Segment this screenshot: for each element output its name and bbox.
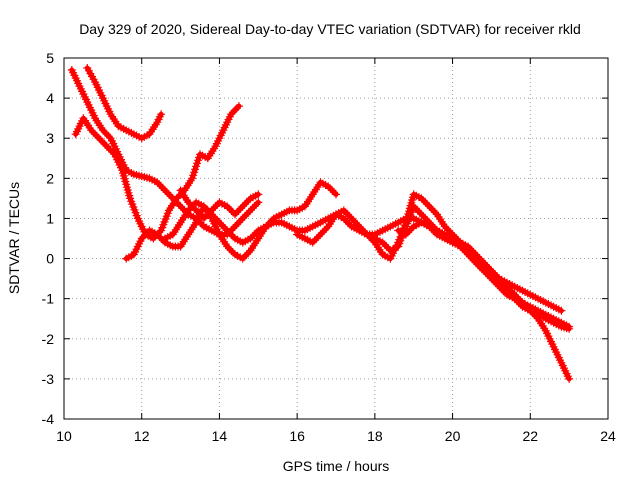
- x-tick-label: 14: [212, 428, 228, 444]
- y-tick-label: 3: [46, 130, 54, 146]
- y-tick-label: 1: [46, 210, 54, 226]
- series-trace-h: [355, 190, 566, 315]
- plot-frame: [63, 57, 609, 420]
- y-tick-label: -1: [42, 291, 55, 307]
- series-markers: [176, 186, 263, 223]
- series-trace-i: [394, 218, 574, 333]
- x-tick-label: 10: [56, 428, 72, 444]
- series-layer: [67, 64, 574, 383]
- x-axis-label: GPS time / hours: [283, 458, 390, 474]
- y-tick-label: -4: [42, 411, 55, 427]
- series-markers: [122, 178, 340, 263]
- y-tick-label: -2: [42, 331, 55, 347]
- series-trace-b: [83, 64, 166, 143]
- x-tick-label: 24: [600, 428, 616, 444]
- y-axis-label: SDTVAR / TECUs: [6, 182, 22, 294]
- series-markers: [394, 218, 574, 333]
- series-trace-d: [122, 178, 340, 263]
- x-tick-label: 20: [445, 428, 461, 444]
- chart-title: Day 329 of 2020, Sidereal Day-to-day VTE…: [79, 21, 581, 37]
- y-tick-label: 2: [46, 170, 54, 186]
- series-trace-f: [176, 186, 263, 223]
- x-tick-label: 22: [522, 428, 538, 444]
- series-markers: [83, 64, 166, 143]
- ticks: [63, 57, 609, 420]
- y-tick-label: 5: [46, 50, 54, 66]
- series-markers: [161, 198, 574, 383]
- y-tick-label: 0: [46, 251, 54, 267]
- x-tick-label: 16: [289, 428, 305, 444]
- y-tick-label: -3: [42, 371, 55, 387]
- series-trace-e: [161, 198, 574, 383]
- y-tick-label: 4: [46, 90, 54, 106]
- series-markers: [355, 190, 566, 315]
- x-tick-label: 12: [134, 428, 150, 444]
- x-tick-label: 18: [367, 428, 383, 444]
